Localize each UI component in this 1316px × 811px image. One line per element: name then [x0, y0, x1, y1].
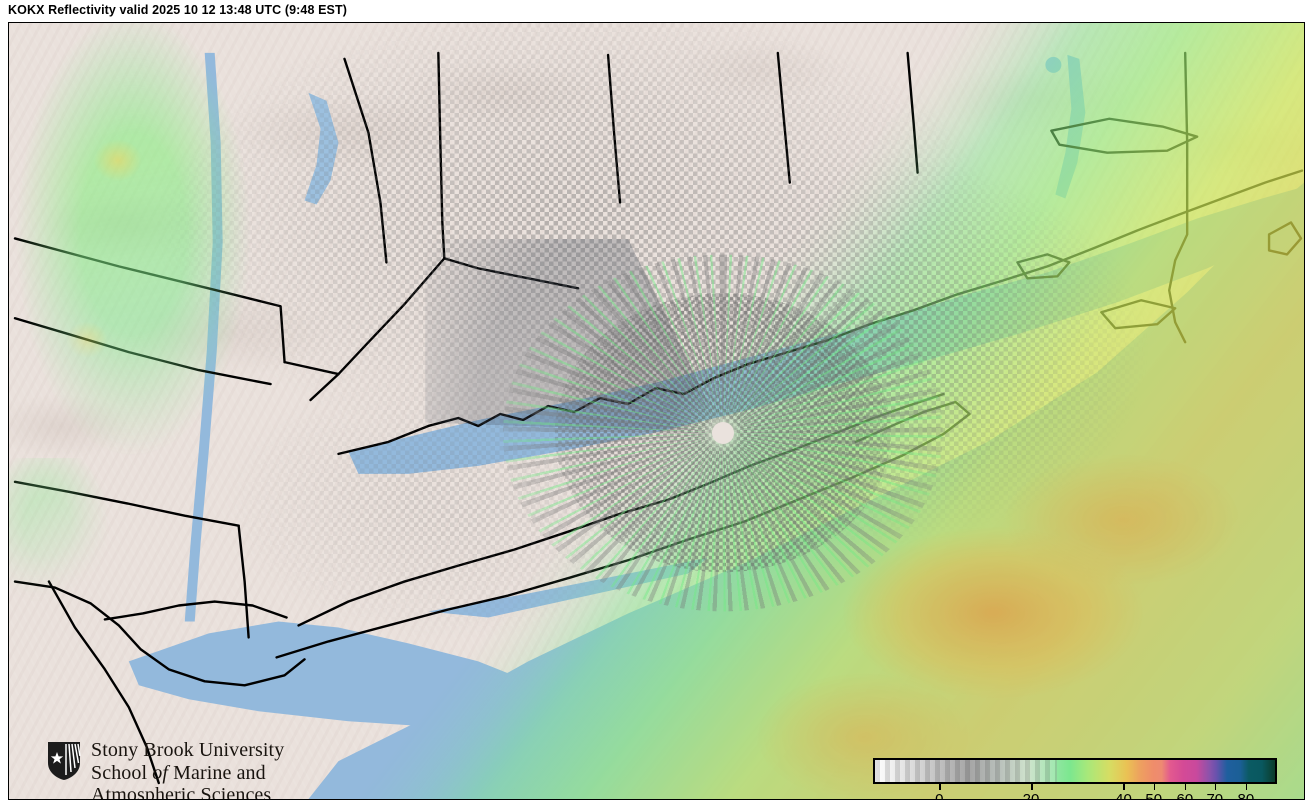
colorbar-tick-50: [1153, 784, 1156, 790]
sbu-shield-icon: [48, 742, 81, 780]
precip-echo-northwest-lower: [9, 457, 139, 629]
colorbar-label-40: 40: [1115, 791, 1132, 800]
colorbar-color-segment: [1057, 760, 1275, 782]
radar-site-marker: [711, 421, 734, 444]
colorbar-tick-20: [1030, 784, 1033, 790]
colorbar-label-0: 0: [935, 791, 944, 800]
radar-map-frame[interactable]: Stony Brook University School of Marine …: [8, 22, 1305, 800]
logo-line-2-b: Marine and: [168, 761, 266, 784]
logo-line-2-a: School: [91, 761, 153, 784]
colorbar-tick-40: [1123, 784, 1126, 790]
colorbar-label-60: 60: [1176, 791, 1194, 800]
colorbar-tick-70: [1214, 784, 1217, 790]
logo-line-1: Stony Brook University: [91, 739, 285, 761]
radar-map-canvas[interactable]: Stony Brook University School of Marine …: [9, 23, 1304, 799]
logo-line-3: Atmospheric Sciences: [91, 784, 272, 800]
colorbar-tick-0: [939, 784, 941, 790]
colorbar-gray-segment: [875, 760, 1057, 782]
colorbar-label-20: 20: [1022, 791, 1040, 800]
stony-brook-logo: Stony Brook University School of Marine …: [47, 739, 317, 800]
logo-wordmark: Stony Brook University School of Marine …: [91, 739, 285, 800]
colorbar-gradient[interactable]: [873, 758, 1277, 784]
colorbar-tick-80: [1245, 784, 1248, 790]
colorbar-tick-60: [1184, 784, 1187, 790]
precip-echo-northwest: [9, 23, 268, 551]
colorbar-label-50: 50: [1145, 791, 1163, 800]
reflectivity-colorbar[interactable]: 0 20 40 50 60 70 80: [873, 758, 1285, 800]
logo-line-2-em: of: [152, 761, 169, 784]
page-title: KOKX Reflectivity valid 2025 10 12 13:48…: [8, 3, 347, 17]
colorbar-label-70: 70: [1206, 791, 1224, 800]
colorbar-label-80: 80: [1237, 791, 1255, 800]
logo-line-2: School of Marine and: [91, 762, 284, 785]
